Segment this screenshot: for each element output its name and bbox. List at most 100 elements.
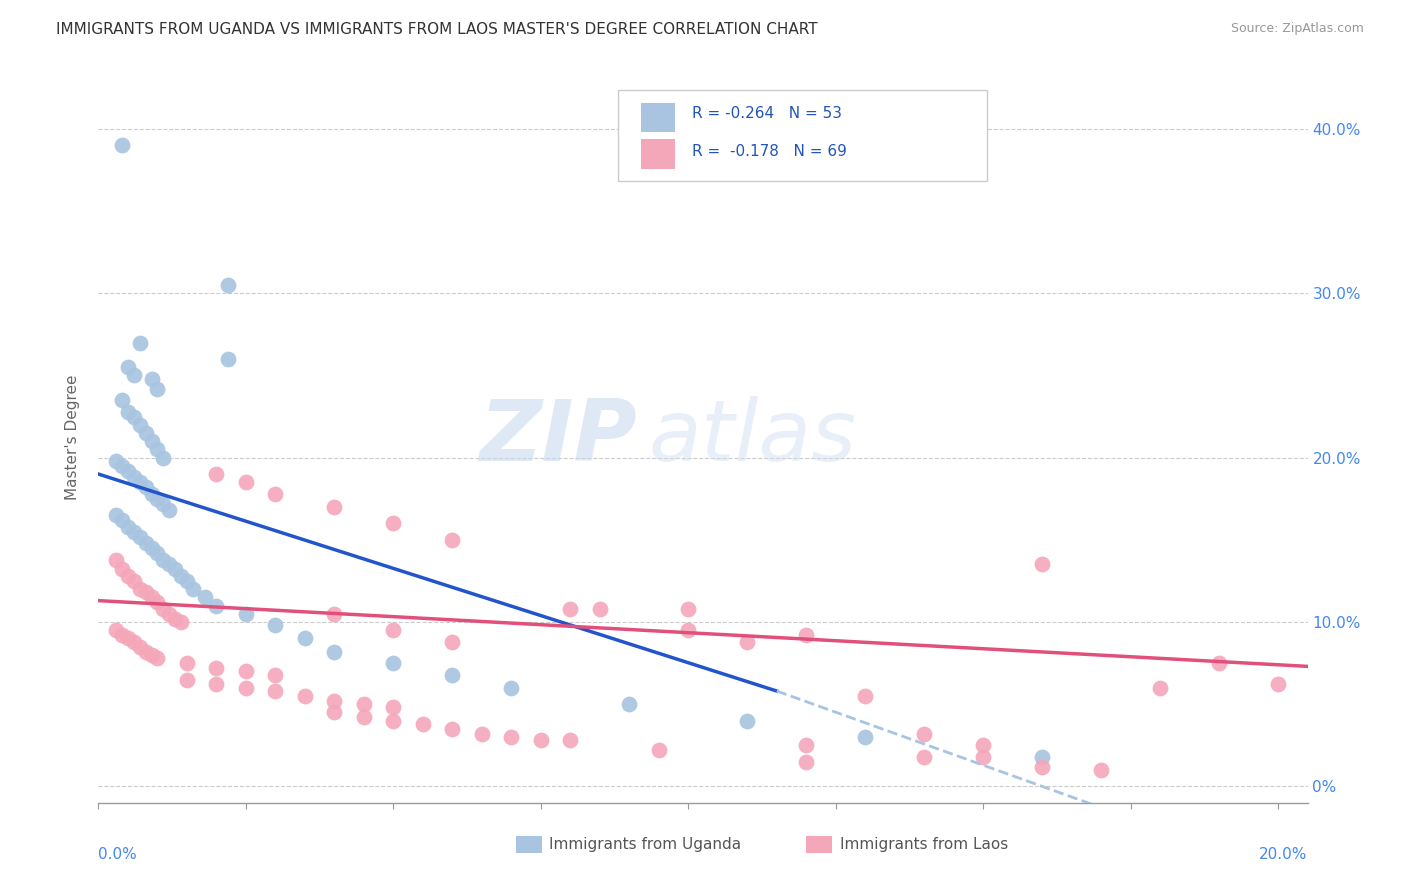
Point [264, 667, 287, 681]
Point [111, 562, 134, 576]
Text: Source: ZipAtlas.com: Source: ZipAtlas.com [1230, 22, 1364, 36]
Point [141, 487, 163, 501]
Point [205, 599, 228, 613]
Point [176, 574, 198, 588]
Point [217, 278, 239, 293]
Point [205, 661, 228, 675]
Point [235, 475, 257, 490]
Point [205, 677, 228, 691]
Point [122, 634, 145, 648]
Point [589, 602, 612, 616]
Text: atlas: atlas [648, 395, 856, 479]
Point [128, 417, 150, 432]
FancyBboxPatch shape [806, 837, 832, 853]
Point [141, 434, 163, 449]
Point [264, 487, 287, 501]
Point [122, 368, 145, 383]
Point [441, 667, 464, 681]
Point [972, 749, 994, 764]
Point [176, 656, 198, 670]
Point [323, 694, 346, 708]
Point [441, 634, 464, 648]
Point [853, 730, 876, 744]
Point [530, 733, 553, 747]
Point [353, 710, 375, 724]
Point [853, 689, 876, 703]
Point [323, 706, 346, 720]
Point [1267, 677, 1289, 691]
Point [735, 634, 758, 648]
Point [264, 618, 287, 632]
Point [323, 500, 346, 514]
Point [501, 730, 523, 744]
Point [235, 665, 257, 679]
Point [111, 513, 134, 527]
Point [1090, 763, 1112, 777]
Point [146, 546, 169, 560]
Point [152, 497, 174, 511]
Point [135, 425, 157, 440]
FancyBboxPatch shape [619, 90, 987, 181]
Point [217, 351, 239, 366]
Point [412, 717, 434, 731]
Point [678, 602, 700, 616]
Point [382, 700, 405, 714]
Point [146, 651, 169, 665]
Point [735, 714, 758, 728]
Point [105, 454, 128, 468]
Point [323, 644, 346, 658]
Point [353, 697, 375, 711]
Point [117, 569, 139, 583]
Point [794, 755, 817, 769]
Point [141, 372, 163, 386]
Point [152, 450, 174, 465]
FancyBboxPatch shape [641, 139, 675, 169]
Point [794, 739, 817, 753]
Point [235, 681, 257, 695]
Point [146, 382, 169, 396]
Point [128, 640, 150, 654]
Point [501, 681, 523, 695]
Y-axis label: Master's Degree: Master's Degree [65, 375, 80, 500]
Point [157, 503, 180, 517]
Point [157, 558, 180, 572]
Point [117, 519, 139, 533]
Point [560, 602, 582, 616]
Point [441, 722, 464, 736]
Point [678, 624, 700, 638]
Point [135, 480, 157, 494]
FancyBboxPatch shape [516, 837, 543, 853]
Text: Immigrants from Uganda: Immigrants from Uganda [550, 837, 741, 852]
Point [141, 591, 163, 605]
Text: 0.0%: 0.0% [98, 847, 138, 862]
Point [128, 529, 150, 543]
FancyBboxPatch shape [641, 103, 675, 132]
Point [1149, 681, 1171, 695]
Point [1031, 558, 1053, 572]
Point [152, 552, 174, 566]
Point [235, 607, 257, 621]
Point [194, 591, 217, 605]
Point [441, 533, 464, 547]
Point [146, 595, 169, 609]
Text: 20.0%: 20.0% [1260, 847, 1308, 862]
Point [128, 475, 150, 490]
Point [294, 632, 316, 646]
Point [1031, 749, 1053, 764]
Point [105, 624, 128, 638]
Point [111, 393, 134, 408]
Point [135, 644, 157, 658]
Text: R =  -0.178   N = 69: R = -0.178 N = 69 [692, 145, 846, 160]
Point [122, 574, 145, 588]
Point [122, 524, 145, 539]
Point [264, 684, 287, 698]
Point [128, 582, 150, 596]
Point [794, 628, 817, 642]
Point [471, 727, 494, 741]
Point [117, 464, 139, 478]
Point [128, 335, 150, 350]
Point [111, 458, 134, 473]
Point [382, 714, 405, 728]
Point [560, 733, 582, 747]
Point [972, 739, 994, 753]
